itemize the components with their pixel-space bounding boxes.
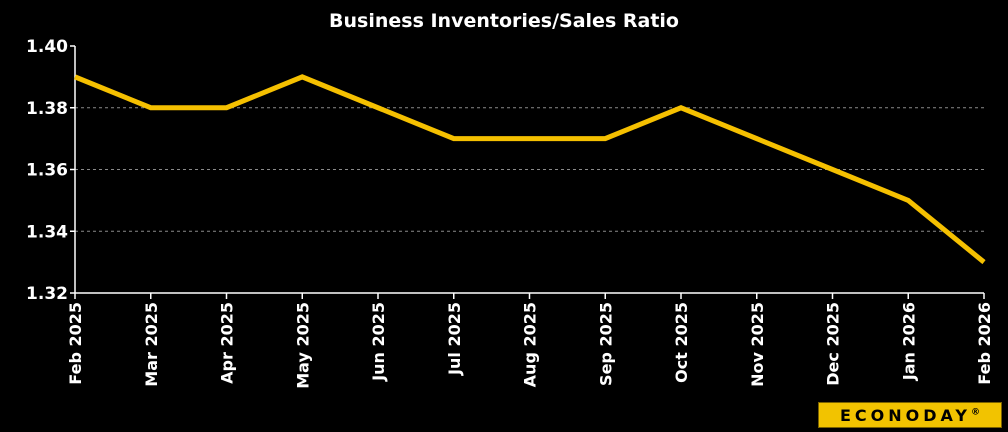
data-point-8 bbox=[679, 105, 684, 110]
data-point-10 bbox=[830, 167, 835, 172]
y-tick-label-4: 1.40 bbox=[26, 37, 68, 57]
gridlines bbox=[75, 107, 984, 232]
x-tick-label-9: Nov 2025 bbox=[748, 302, 767, 387]
x-axis-ticks: Feb 2025 Mar 2025 Apr 2025 May 2025 Jun 2025… bbox=[66, 293, 994, 389]
data-point-11 bbox=[906, 198, 911, 203]
x-tick-label-12: Feb 2026 bbox=[975, 302, 994, 385]
y-tick-label-2: 1.36 bbox=[26, 161, 68, 181]
data-point-5 bbox=[451, 136, 456, 141]
chart-title: Business Inventories/Sales Ratio bbox=[329, 10, 679, 32]
data-point-0 bbox=[73, 74, 78, 79]
data-point-3 bbox=[300, 74, 305, 79]
y-tick-label-1: 1.34 bbox=[26, 222, 68, 242]
data-point-9 bbox=[754, 136, 759, 141]
x-tick-label-6: Aug 2025 bbox=[521, 302, 540, 387]
x-tick-label-0: Feb 2025 bbox=[66, 302, 85, 385]
data-point-4 bbox=[376, 105, 381, 110]
x-tick-label-1: Mar 2025 bbox=[142, 302, 161, 387]
x-tick-label-11: Jan 2026 bbox=[899, 302, 918, 381]
x-tick-label-5: Jul 2025 bbox=[445, 302, 464, 376]
axes bbox=[74, 46, 984, 294]
x-tick-label-2: Apr 2025 bbox=[218, 302, 237, 384]
series-line bbox=[74, 74, 986, 265]
data-point-1 bbox=[148, 105, 153, 110]
econoday-logo: ECONODAY® bbox=[818, 402, 1002, 428]
data-point-2 bbox=[224, 105, 229, 110]
logo-text: ECONODAY® bbox=[840, 405, 980, 425]
data-point-7 bbox=[603, 136, 608, 141]
x-tick-label-4: Jun 2025 bbox=[369, 302, 388, 382]
data-point-12 bbox=[982, 260, 987, 265]
series-line-group bbox=[73, 74, 987, 265]
y-tick-label-0: 1.32 bbox=[26, 284, 68, 304]
x-tick-label-7: Sep 2025 bbox=[596, 302, 615, 386]
y-axis-ticks: 1.32 1.34 1.36 1.38 1.40 bbox=[26, 37, 75, 304]
x-tick-label-10: Dec 2025 bbox=[824, 302, 843, 386]
x-tick-label-8: Oct 2025 bbox=[672, 302, 691, 383]
registered-mark: ® bbox=[970, 407, 980, 418]
x-tick-label-3: May 2025 bbox=[293, 302, 312, 389]
data-point-6 bbox=[527, 136, 532, 141]
y-tick-label-3: 1.38 bbox=[26, 99, 68, 119]
